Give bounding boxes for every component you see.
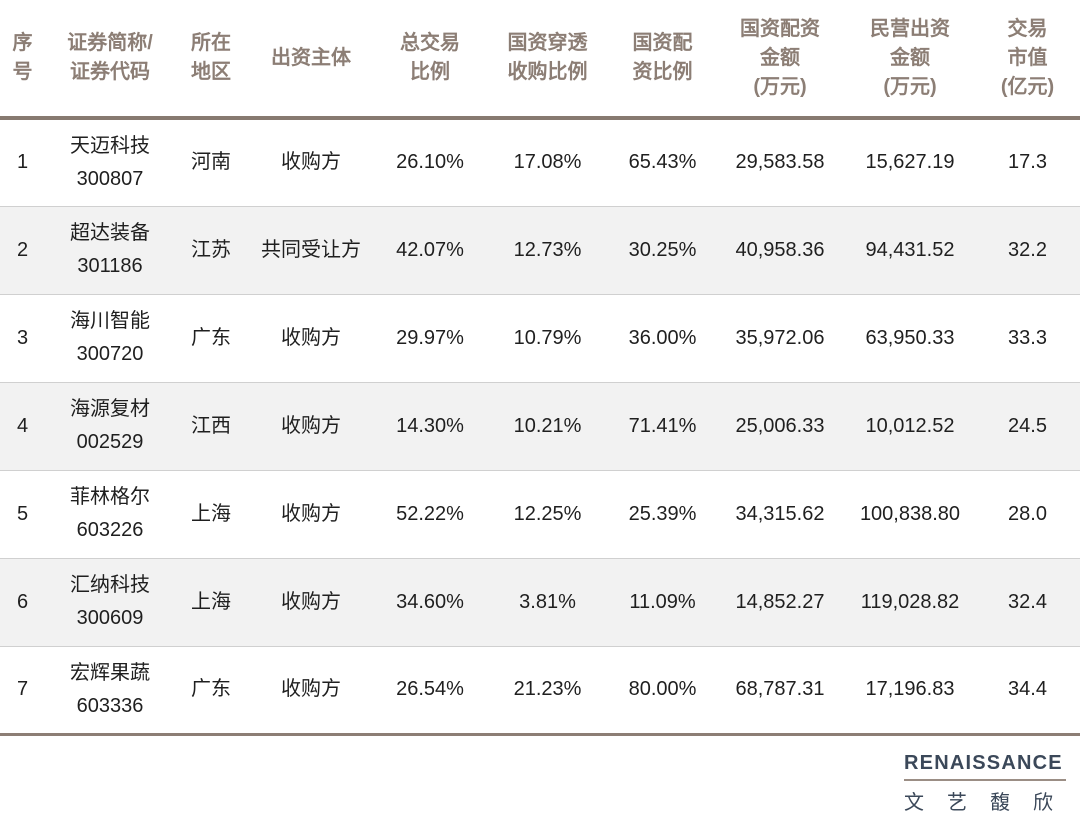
cell-allocation-ratio: 30.25% bbox=[628, 238, 697, 261]
cell-total-ratio: 14.30% bbox=[396, 414, 464, 437]
cell-market-cap: 17.3 bbox=[1008, 151, 1047, 174]
cell-name-code: 宏辉果蔬 603336 bbox=[70, 661, 150, 717]
logo-chinese-name: 文艺馥欣 bbox=[904, 792, 1076, 814]
table-row: 5 菲林格尔 603226 上海 收购方 52.22% 12.25% 25.39% 34,31… bbox=[0, 470, 1080, 558]
cell-total-ratio: 29.97% bbox=[396, 326, 464, 349]
cell-penetration-ratio: 3.81% bbox=[519, 590, 576, 613]
cell-entity: 共同受让方 bbox=[261, 238, 361, 261]
cell-entity: 收购方 bbox=[281, 414, 341, 437]
cell-soe-amount: 14,852.27 bbox=[735, 590, 825, 613]
cell-entity: 收购方 bbox=[281, 326, 341, 349]
col-header-region: 所在 地区 bbox=[175, 0, 247, 120]
cell-soe-amount: 68,787.31 bbox=[735, 678, 825, 700]
cell-name-code: 海源复材 002529 bbox=[70, 398, 150, 453]
cell-private-amount: 10,012.52 bbox=[865, 414, 955, 437]
cell-no: 4 bbox=[16, 414, 29, 437]
cell-allocation-ratio: 80.00% bbox=[628, 678, 697, 700]
cell-region: 广东 bbox=[191, 326, 231, 349]
cell-market-cap: 28.0 bbox=[1008, 502, 1047, 525]
cell-soe-amount: 34,315.62 bbox=[735, 502, 825, 525]
cell-name-code: 超达装备 301186 bbox=[70, 222, 150, 277]
cell-soe-amount: 29,583.58 bbox=[735, 151, 825, 174]
cell-market-cap: 33.3 bbox=[1008, 326, 1047, 349]
cell-name-code: 海川智能 300720 bbox=[70, 310, 150, 365]
cell-penetration-ratio: 12.73% bbox=[513, 238, 582, 261]
table-header: 序 号 证券简称/ 证券代码 所在 地区 出资主体 总交易 比例 国资穿透 收购… bbox=[0, 0, 1080, 120]
col-header-name-code: 证券简称/ 证券代码 bbox=[45, 0, 175, 120]
col-header-market-cap: 交易 市值 (亿元) bbox=[975, 0, 1080, 120]
cell-total-ratio: 42.07% bbox=[396, 238, 464, 261]
cell-region: 河南 bbox=[191, 151, 231, 174]
cell-entity: 收购方 bbox=[281, 151, 341, 174]
table-row: 1 天迈科技 300807 河南 收购方 26.10% 17.08% 65.43% 29,58… bbox=[0, 118, 1080, 206]
cell-total-ratio: 26.10% bbox=[396, 151, 464, 174]
cell-private-amount: 15,627.19 bbox=[865, 151, 955, 174]
cell-allocation-ratio: 11.09% bbox=[629, 590, 696, 613]
cell-allocation-ratio: 65.43% bbox=[628, 151, 697, 174]
col-header-allocation-ratio: 国资配 资比例 bbox=[610, 0, 715, 120]
cell-no: 7 bbox=[16, 678, 29, 700]
cell-no: 2 bbox=[16, 238, 29, 261]
col-header-private-amount: 民营出资 金额 (万元) bbox=[845, 0, 975, 120]
cell-penetration-ratio: 17.08% bbox=[513, 151, 582, 174]
cell-market-cap: 32.4 bbox=[1008, 590, 1047, 613]
cell-market-cap: 34.4 bbox=[1008, 678, 1047, 700]
logo-divider-line bbox=[904, 779, 1066, 781]
cell-private-amount: 94,431.52 bbox=[865, 238, 955, 261]
col-header-total-ratio: 总交易 比例 bbox=[375, 0, 485, 120]
cell-penetration-ratio: 12.25% bbox=[513, 502, 582, 525]
cell-no: 3 bbox=[16, 326, 29, 349]
cell-penetration-ratio: 10.79% bbox=[513, 326, 582, 349]
renaissance-logo-wordmark: RENAISSANCE bbox=[901, 752, 1066, 775]
cell-region: 江西 bbox=[191, 414, 231, 437]
cell-total-ratio: 26.54% bbox=[396, 678, 464, 700]
col-header-entity: 出资主体 bbox=[247, 0, 375, 120]
cell-private-amount: 63,950.33 bbox=[865, 326, 955, 349]
cell-soe-amount: 35,972.06 bbox=[735, 326, 825, 349]
table-body: 1 天迈科技 300807 河南 收购方 26.10% 17.08% 65.43% 29,58… bbox=[0, 118, 1080, 734]
renaissance-logo: RENAISSANCE 文艺馥欣 bbox=[901, 752, 1066, 815]
table-row: 7 宏辉果蔬 603336 广东 收购方 26.54% 21.23% 80.00% 68,78… bbox=[0, 646, 1080, 734]
cell-no: 1 bbox=[16, 151, 29, 174]
cell-no: 5 bbox=[16, 502, 29, 525]
renaissance-logo-r-mark: R bbox=[901, 752, 920, 774]
cell-allocation-ratio: 36.00% bbox=[628, 326, 697, 349]
col-header-soe-amount: 国资配资 金额 (万元) bbox=[715, 0, 845, 120]
cell-region: 江苏 bbox=[191, 238, 231, 261]
table-row: 2 超达装备 301186 江苏 共同受让方 42.07% 12.73% 30.25% 40,… bbox=[0, 206, 1080, 294]
cell-private-amount: 100,838.80 bbox=[859, 502, 961, 525]
renaissance-logo-text: ENAISSANCE bbox=[919, 752, 1063, 774]
cell-private-amount: 119,028.82 bbox=[860, 590, 960, 613]
cell-total-ratio: 34.60% bbox=[396, 590, 464, 613]
cell-penetration-ratio: 10.21% bbox=[513, 414, 582, 437]
cell-allocation-ratio: 25.39% bbox=[628, 502, 697, 525]
cell-total-ratio: 52.22% bbox=[396, 502, 464, 525]
cell-entity: 收购方 bbox=[281, 502, 341, 525]
cell-soe-amount: 25,006.33 bbox=[735, 414, 825, 437]
header-row: 序 号 证券简称/ 证券代码 所在 地区 出资主体 总交易 比例 国资穿透 收购… bbox=[0, 0, 1080, 120]
cell-name-code: 汇纳科技 300609 bbox=[70, 574, 150, 629]
cell-entity: 收购方 bbox=[281, 678, 341, 700]
cell-no: 6 bbox=[16, 590, 29, 613]
col-header-no: 序 号 bbox=[0, 0, 45, 120]
deal-table: 序 号 证券简称/ 证券代码 所在 地区 出资主体 总交易 比例 国资穿透 收购… bbox=[0, 0, 1080, 736]
cell-market-cap: 24.5 bbox=[1008, 414, 1047, 437]
cell-region: 广东 bbox=[191, 678, 231, 700]
cell-region: 上海 bbox=[191, 502, 231, 525]
cell-region: 上海 bbox=[191, 590, 231, 613]
cell-entity: 收购方 bbox=[281, 590, 341, 613]
cell-penetration-ratio: 21.23% bbox=[513, 678, 582, 700]
cell-private-amount: 17,196.83 bbox=[865, 678, 955, 700]
table-row: 6 汇纳科技 300609 上海 收购方 34.60% 3.81% 11.09% 14,852… bbox=[0, 558, 1080, 646]
cell-allocation-ratio: 71.41% bbox=[628, 414, 697, 437]
table-row: 4 海源复材 002529 江西 收购方 14.30% 10.21% 71.41% 25,00… bbox=[0, 382, 1080, 470]
cell-name-code: 菲林格尔 603226 bbox=[70, 486, 150, 541]
cell-market-cap: 32.2 bbox=[1008, 238, 1047, 261]
cell-soe-amount: 40,958.36 bbox=[735, 238, 825, 261]
col-header-penetration-ratio: 国资穿透 收购比例 bbox=[485, 0, 610, 120]
table-row: 3 海川智能 300720 广东 收购方 29.97% 10.79% 36.00% 35,97… bbox=[0, 294, 1080, 382]
cell-name-code: 天迈科技 300807 bbox=[70, 134, 150, 190]
